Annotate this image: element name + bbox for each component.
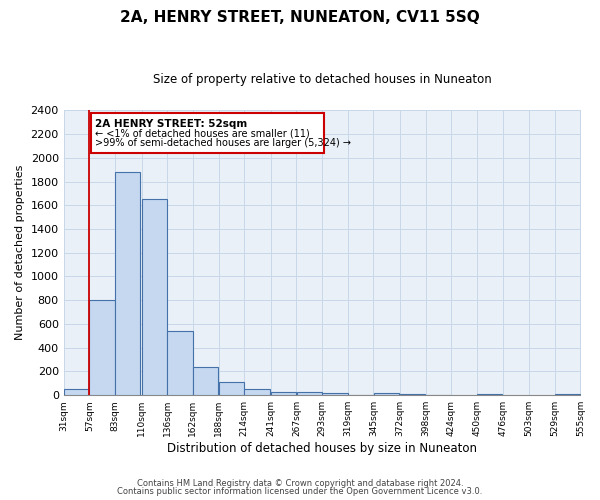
Bar bbox=[193, 368, 218, 395]
Bar bbox=[348, 394, 373, 395]
Bar bbox=[89, 300, 115, 395]
Bar bbox=[374, 393, 399, 395]
Bar bbox=[400, 394, 425, 395]
Bar bbox=[477, 394, 502, 395]
Bar bbox=[426, 394, 451, 395]
Text: 2A, HENRY STREET, NUNEATON, CV11 5SQ: 2A, HENRY STREET, NUNEATON, CV11 5SQ bbox=[120, 10, 480, 25]
Bar bbox=[142, 200, 167, 395]
Bar bbox=[167, 331, 193, 395]
Bar bbox=[218, 382, 244, 395]
Bar bbox=[296, 392, 322, 395]
Bar bbox=[555, 394, 580, 395]
Y-axis label: Number of detached properties: Number of detached properties bbox=[15, 165, 25, 340]
Text: Contains HM Land Registry data © Crown copyright and database right 2024.: Contains HM Land Registry data © Crown c… bbox=[137, 478, 463, 488]
Bar bbox=[244, 390, 269, 395]
Text: ← <1% of detached houses are smaller (11): ← <1% of detached houses are smaller (11… bbox=[95, 128, 310, 138]
Bar bbox=[322, 393, 347, 395]
FancyBboxPatch shape bbox=[91, 112, 324, 153]
Bar bbox=[271, 392, 296, 395]
X-axis label: Distribution of detached houses by size in Nuneaton: Distribution of detached houses by size … bbox=[167, 442, 477, 455]
Title: Size of property relative to detached houses in Nuneaton: Size of property relative to detached ho… bbox=[153, 72, 491, 86]
Bar bbox=[64, 390, 89, 395]
Text: 2A HENRY STREET: 52sqm: 2A HENRY STREET: 52sqm bbox=[95, 119, 247, 129]
Text: >99% of semi-detached houses are larger (5,324) →: >99% of semi-detached houses are larger … bbox=[95, 138, 351, 147]
Text: Contains public sector information licensed under the Open Government Licence v3: Contains public sector information licen… bbox=[118, 487, 482, 496]
Bar bbox=[115, 172, 140, 395]
